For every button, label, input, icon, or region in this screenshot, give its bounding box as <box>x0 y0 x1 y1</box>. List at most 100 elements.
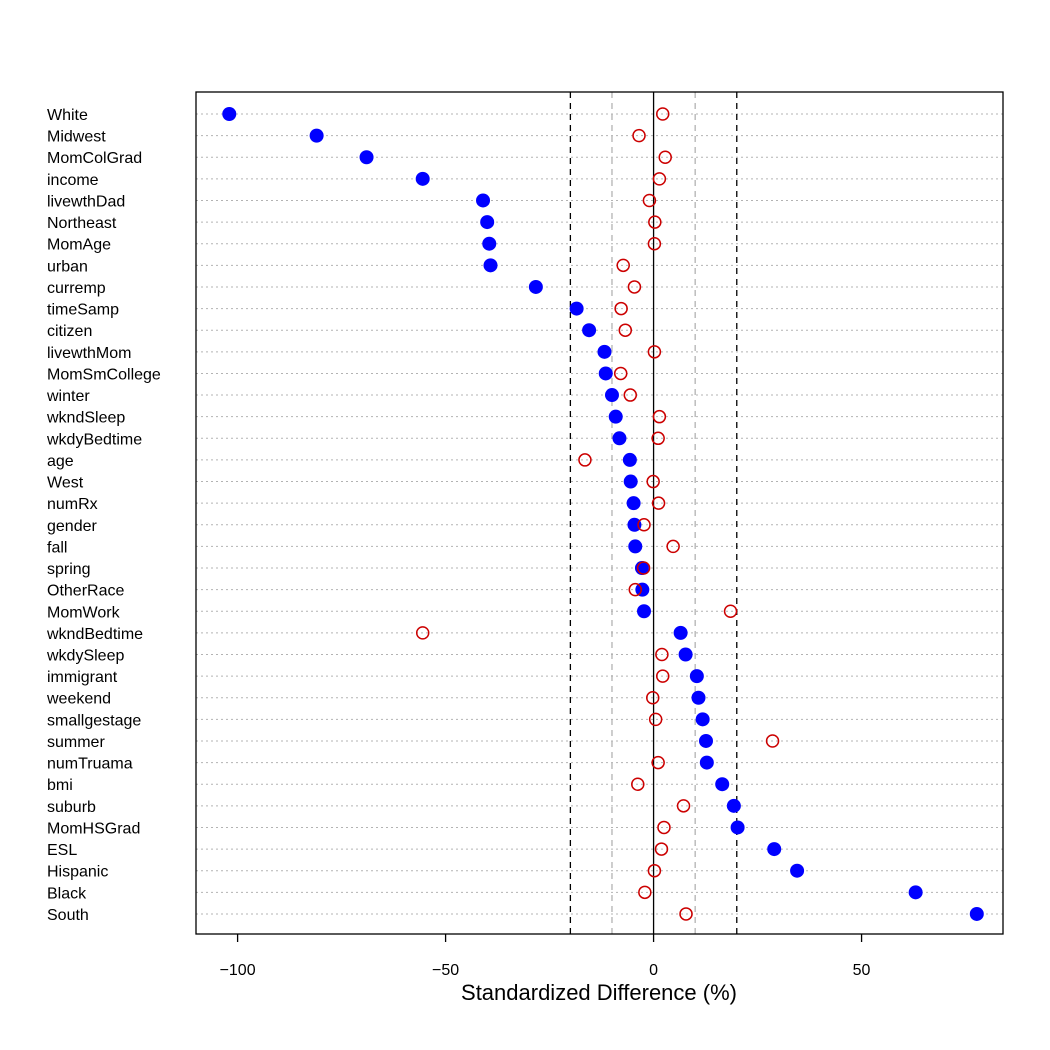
point-filled-winter <box>604 388 619 403</box>
point-open-immigrant <box>655 669 670 683</box>
category-label: weekend <box>46 691 111 708</box>
point-filled-MomColGrad <box>359 150 374 165</box>
category-label: MomSmCollege <box>47 366 161 383</box>
point-filled-wkndSleep <box>608 409 623 424</box>
point-open-numTruama <box>651 755 665 770</box>
category-label: gender <box>47 518 97 535</box>
category-label: ESL <box>47 842 77 859</box>
category-label: timeSamp <box>47 302 119 319</box>
category-label: MomAge <box>47 237 111 254</box>
point-filled-wkdySleep <box>678 647 693 662</box>
category-label: numRx <box>47 496 98 513</box>
point-open-ESL <box>654 842 669 856</box>
category-label: livewthDad <box>47 193 125 210</box>
point-filled-livewthDad <box>476 193 491 208</box>
point-filled-ESL <box>767 842 782 857</box>
point-open-livewthDad <box>642 193 657 208</box>
category-label: urban <box>47 258 88 275</box>
category-label: fall <box>47 539 67 556</box>
data-points <box>222 107 984 921</box>
category-label: income <box>47 172 99 189</box>
point-filled-OtherRace <box>635 582 650 597</box>
point-open-Black <box>638 885 652 900</box>
point-filled-MomHSGrad <box>730 820 745 835</box>
point-filled-Northeast <box>480 215 495 230</box>
point-open-numRx <box>651 496 666 510</box>
category-label: winter <box>46 388 90 405</box>
point-open-MomWork <box>723 604 738 619</box>
category-label: wkdyBedtime <box>46 431 142 448</box>
point-open-MomColGrad <box>658 150 672 164</box>
plot-frame <box>195 91 1004 935</box>
point-open-smallgestage <box>648 712 663 727</box>
category-label: MomWork <box>47 604 121 621</box>
category-label: West <box>47 475 84 492</box>
point-open-spring <box>636 561 651 575</box>
point-filled-White <box>222 107 237 121</box>
point-open-gender <box>637 518 651 532</box>
point-open-weekend <box>645 690 660 705</box>
point-filled-Black <box>908 885 923 900</box>
point-filled-South <box>969 906 984 921</box>
category-label: smallgestage <box>47 712 141 729</box>
point-open-MomHSGrad <box>657 820 671 835</box>
point-open-White <box>655 107 670 121</box>
x-axis: −100 −50 0 50 <box>220 934 871 979</box>
category-label: Hispanic <box>47 864 108 881</box>
point-filled-Hispanic <box>790 863 805 878</box>
point-open-summer <box>765 734 780 748</box>
point-filled-West <box>623 474 638 489</box>
point-filled-summer <box>698 733 713 748</box>
category-label: MomColGrad <box>47 150 142 167</box>
point-filled-urban <box>483 258 498 273</box>
category-label: livewthMom <box>47 345 131 362</box>
point-filled-MomWork <box>637 604 652 619</box>
point-open-age <box>578 453 592 467</box>
category-label: bmi <box>47 777 73 794</box>
category-label: Black <box>47 885 87 902</box>
point-filled-income <box>415 171 430 186</box>
point-filled-numTruama <box>699 755 714 770</box>
point-filled-MomSmCollege <box>598 366 613 381</box>
point-open-MomSmCollege <box>613 366 628 381</box>
point-filled-suburb <box>726 798 741 813</box>
point-filled-gender <box>627 517 642 532</box>
point-filled-age <box>622 452 637 467</box>
point-open-timeSamp <box>614 301 628 316</box>
category-label: immigrant <box>47 669 118 686</box>
x-tick-label: −100 <box>220 962 256 979</box>
point-open-fall <box>666 539 680 554</box>
point-filled-curremp <box>528 279 543 294</box>
point-filled-wkndBedtime <box>673 625 688 640</box>
x-tick-label: 50 <box>853 962 871 979</box>
point-open-bmi <box>631 777 645 791</box>
point-open-suburb <box>676 799 691 813</box>
point-open-MomAge <box>647 236 662 251</box>
point-filled-timeSamp <box>569 301 584 316</box>
category-label: South <box>47 907 89 924</box>
category-label: OtherRace <box>47 583 124 600</box>
category-label: suburb <box>47 799 96 816</box>
x-tick-label: −50 <box>432 962 459 979</box>
point-open-West <box>646 474 660 489</box>
x-tick-label: 0 <box>649 962 658 979</box>
category-label: curremp <box>47 280 106 297</box>
point-filled-wkdyBedtime <box>612 431 627 446</box>
point-open-income <box>652 172 667 186</box>
reference-lines <box>569 92 738 934</box>
category-label: MomHSGrad <box>47 820 140 837</box>
point-filled-immigrant <box>689 669 704 684</box>
category-label: citizen <box>47 323 92 340</box>
category-labels: White Midwest MomColGrad income livewthDad No… <box>46 107 161 924</box>
point-filled-citizen <box>582 323 597 338</box>
point-open-livewthMom <box>647 345 662 359</box>
point-filled-weekend <box>691 690 706 705</box>
point-open-citizen <box>618 323 633 337</box>
category-label: age <box>47 453 74 470</box>
point-open-Northeast <box>648 215 662 229</box>
point-filled-smallgestage <box>695 712 710 727</box>
point-open-wkndBedtime <box>415 626 430 640</box>
category-label: Northeast <box>47 215 117 232</box>
category-label: wkdySleep <box>46 648 124 665</box>
